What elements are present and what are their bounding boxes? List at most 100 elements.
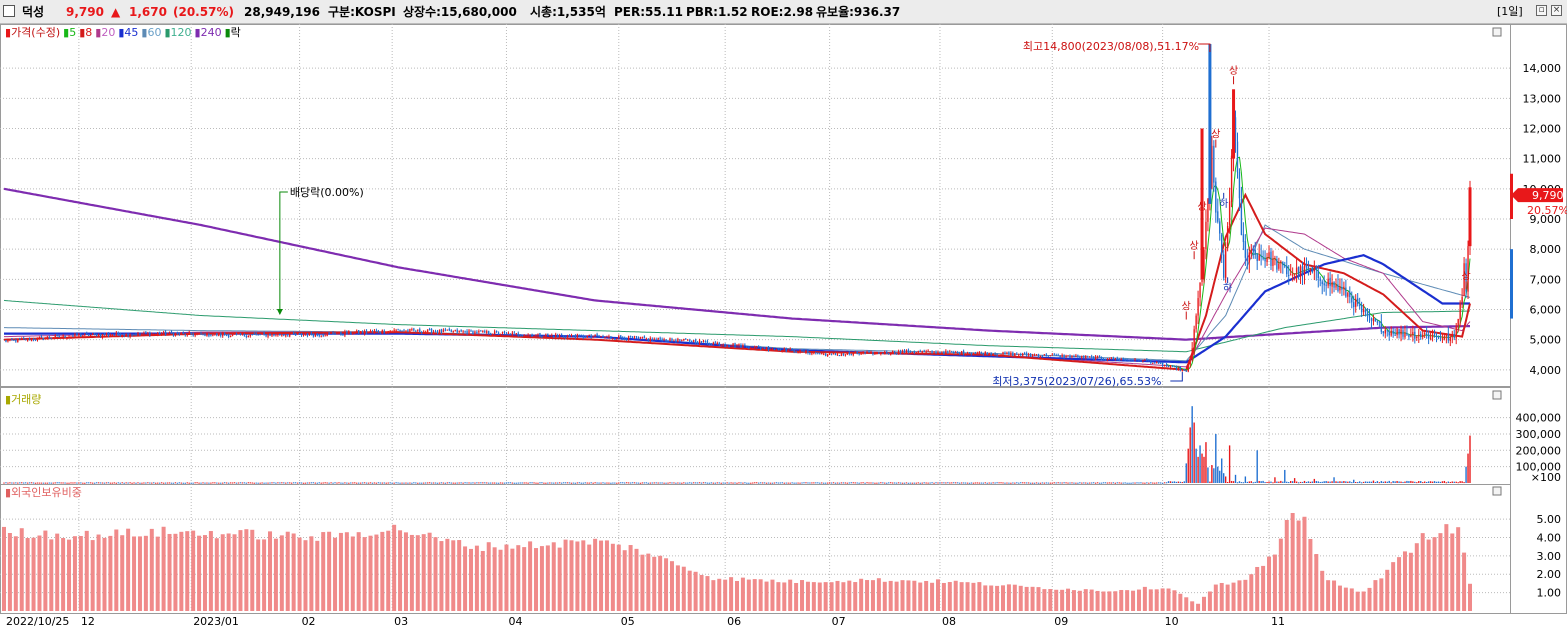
candle xyxy=(80,334,82,337)
legend-item-5[interactable]: ▮60 xyxy=(141,26,164,39)
foreign-bar xyxy=(776,582,781,611)
volume-bar xyxy=(1455,481,1457,483)
foreign-bar xyxy=(664,558,669,611)
candle xyxy=(846,353,849,355)
select-checkbox[interactable] xyxy=(3,5,15,17)
volume-bar xyxy=(925,482,927,484)
volume-bar xyxy=(647,482,650,484)
candle xyxy=(332,332,334,335)
candle xyxy=(1183,368,1185,371)
candle xyxy=(1412,332,1414,335)
volume-bar xyxy=(1120,482,1122,484)
panel-frame-2 xyxy=(0,387,1511,485)
legend-item-4[interactable]: ▮45 xyxy=(118,26,141,39)
volume-bar xyxy=(606,482,608,484)
candle xyxy=(870,351,872,353)
volume-bar xyxy=(1252,482,1254,484)
volume-bar xyxy=(769,482,772,484)
candle xyxy=(352,333,354,335)
candle xyxy=(78,334,80,336)
volume-bar xyxy=(736,482,738,484)
candle xyxy=(1130,359,1132,361)
panel-max-icon-3[interactable] xyxy=(1492,486,1502,496)
panel-max-icon-2[interactable] xyxy=(1492,390,1502,400)
volume-bar xyxy=(566,482,569,484)
candle xyxy=(880,352,882,354)
limit-up-label-1: 상 xyxy=(1190,240,1199,252)
candle xyxy=(1465,263,1467,292)
candle xyxy=(659,337,661,340)
candle xyxy=(874,352,876,355)
volume-bar xyxy=(629,482,632,484)
legend-item-7[interactable]: ▮240 xyxy=(195,26,225,39)
candle xyxy=(694,339,697,344)
foreign-bar xyxy=(1261,565,1266,611)
volume-bar xyxy=(1266,481,1268,483)
candle xyxy=(645,338,648,340)
volume-bar xyxy=(974,482,977,484)
price-y-grid xyxy=(0,67,1510,371)
candle xyxy=(1185,370,1187,372)
volume-bar xyxy=(864,482,866,484)
volume-bar xyxy=(1077,482,1079,484)
legend-item-3[interactable]: ▮20 xyxy=(95,26,118,39)
volume-bar xyxy=(1280,480,1282,483)
volume-bar xyxy=(562,482,565,484)
candle xyxy=(515,333,518,335)
foreign-bar xyxy=(1083,589,1088,611)
candle xyxy=(397,329,399,331)
legend-item-1[interactable]: ▮5 xyxy=(63,26,79,39)
candle xyxy=(823,353,825,355)
volume-bar xyxy=(497,482,500,484)
volume-bar xyxy=(752,482,754,484)
candle xyxy=(60,337,62,339)
volume-bar xyxy=(854,482,856,484)
foreign-bar xyxy=(1131,590,1136,611)
period-selector[interactable]: [1일] xyxy=(1497,5,1523,18)
volume-bar xyxy=(225,482,228,484)
volume-bar xyxy=(88,482,90,484)
candle xyxy=(921,351,923,353)
foreign-bar xyxy=(1462,552,1467,611)
candle xyxy=(1295,267,1298,273)
volume-bar xyxy=(413,482,415,484)
candle xyxy=(123,335,125,337)
candle xyxy=(517,333,519,336)
candle xyxy=(1394,334,1396,336)
candle xyxy=(109,335,112,337)
restore-icon[interactable]: ▫ xyxy=(1536,5,1547,16)
foreign-bar xyxy=(953,580,958,611)
volume-bar xyxy=(1144,482,1146,484)
legend-item-6[interactable]: ▮120 xyxy=(164,26,194,39)
candle xyxy=(773,349,776,351)
candle xyxy=(501,332,504,334)
foreign-bar xyxy=(67,539,72,611)
candle xyxy=(64,335,66,338)
volume-bar xyxy=(188,482,190,484)
candle xyxy=(1455,325,1457,339)
volume-bar xyxy=(1134,482,1136,484)
volume-bar xyxy=(746,482,748,484)
foreign-bar xyxy=(1207,591,1212,611)
candle xyxy=(344,331,346,336)
candle xyxy=(426,329,429,333)
foreign-bar xyxy=(114,529,119,611)
candle xyxy=(1110,357,1113,359)
volume-bar xyxy=(911,482,914,484)
legend-item-2[interactable]: ▮8 xyxy=(79,26,95,39)
candle xyxy=(1215,181,1217,213)
candle xyxy=(503,331,506,333)
volume-bar xyxy=(348,482,350,484)
volume-bar xyxy=(490,482,492,484)
legend-item-8[interactable]: ▮락 xyxy=(225,26,244,39)
panel-max-icon-1[interactable] xyxy=(1492,27,1502,37)
volume-bar xyxy=(811,482,813,484)
close-icon[interactable]: × xyxy=(1551,5,1562,16)
candle xyxy=(1301,266,1304,275)
volume-bar xyxy=(1349,481,1351,483)
volume-bar xyxy=(452,482,454,484)
volume-bar xyxy=(332,482,334,484)
foreign-bar xyxy=(1290,512,1295,611)
legend-item-0[interactable]: ▮가격(수정) xyxy=(5,26,63,39)
